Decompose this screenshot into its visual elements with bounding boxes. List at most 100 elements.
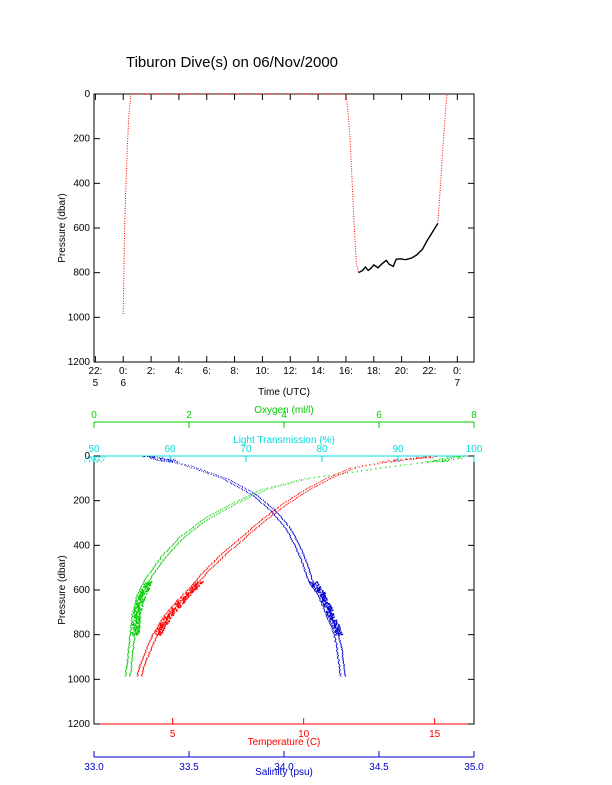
- temperature-point: [238, 539, 239, 540]
- oxygen-point: [192, 526, 194, 528]
- temperature-point: [296, 494, 298, 496]
- salinity-point: [330, 624, 331, 626]
- salinity-point: [276, 517, 277, 518]
- temperature-point: [160, 621, 162, 623]
- salinity-point: [323, 594, 325, 597]
- temperature-point: [285, 501, 287, 503]
- oxygen-point: [174, 546, 176, 548]
- temperature-point: [413, 459, 415, 461]
- temperature-point: [262, 518, 264, 520]
- oxygen-point: [196, 523, 198, 525]
- temperature-point: [155, 629, 157, 631]
- oxygen-point: [139, 608, 142, 611]
- salinity-point: [298, 553, 299, 555]
- oxygen-point: [131, 621, 133, 623]
- temperature-point: [337, 473, 339, 475]
- oxygen-point: [457, 456, 459, 458]
- salinity-point: [168, 459, 170, 461]
- oxygen-point: [157, 567, 158, 569]
- salinity-point: [274, 510, 276, 512]
- salinity-point: [328, 619, 330, 621]
- oxygen-point: [152, 573, 154, 575]
- oxygen-point: [199, 525, 200, 526]
- oxygen-point: [152, 567, 154, 569]
- oxygen-point: [142, 605, 144, 607]
- oxygen-point: [160, 562, 162, 564]
- salinity-point: [277, 517, 278, 519]
- oxygen-point: [129, 634, 131, 636]
- oxygen-point: [130, 673, 131, 674]
- temperature-point: [160, 620, 162, 621]
- salinity-point: [300, 557, 302, 559]
- oxygen-point: [127, 662, 129, 664]
- temperature-point: [145, 651, 147, 653]
- oxygen-point: [133, 636, 135, 638]
- temperature-point: [298, 492, 300, 494]
- temperature-point: [178, 606, 180, 608]
- salinity-point: [341, 647, 343, 649]
- oxygen-point: [137, 630, 139, 632]
- oxygen-point: [140, 608, 143, 610]
- oxygen-point: [189, 529, 191, 530]
- oxygen-point: [443, 460, 445, 462]
- temperature-point: [161, 617, 163, 619]
- salinity-point: [339, 672, 340, 674]
- oxygen-point: [250, 496, 252, 498]
- oxygen-point: [161, 555, 162, 557]
- oxygen-point: [135, 624, 137, 626]
- oxygen-point: [132, 658, 134, 660]
- salinity-point: [312, 585, 314, 587]
- salinity-point: [292, 531, 294, 533]
- salinity-point: [303, 565, 304, 567]
- salinity-point: [278, 520, 280, 522]
- temperature-point: [214, 563, 216, 565]
- salinity-point: [337, 652, 339, 654]
- temperature-point: [199, 575, 201, 577]
- temperature-point: [155, 633, 157, 635]
- oxygen-point: [421, 462, 423, 464]
- salinity-point: [160, 459, 162, 461]
- oxygen-point: [452, 456, 454, 458]
- salinity-point: [293, 533, 295, 534]
- salinity-point: [298, 545, 300, 546]
- oxygen-point: [133, 610, 135, 611]
- oxygen-point: [204, 518, 206, 520]
- salinity-point: [297, 542, 299, 544]
- salinity-point: [266, 502, 268, 504]
- oxygen-point: [272, 487, 274, 489]
- salinity-point: [320, 596, 322, 598]
- temperature-point: [216, 563, 217, 565]
- salinity-point: [340, 642, 342, 644]
- salinity-point: [329, 614, 331, 615]
- oxygen-point: [140, 586, 142, 587]
- temperature-point: [298, 496, 300, 498]
- temperature-point: [141, 672, 143, 674]
- oxygen-point: [131, 614, 133, 615]
- oxygen-point: [182, 538, 184, 540]
- salinity-point: [342, 651, 344, 653]
- temperature-point: [225, 549, 227, 551]
- temperature-point: [218, 561, 219, 563]
- oxygen-point: [195, 525, 197, 526]
- oxygen-point: [133, 627, 136, 629]
- temperature-point: [158, 625, 159, 627]
- salinity-point: [283, 525, 285, 526]
- salinity-point: [318, 594, 319, 596]
- oxygen-point: [133, 608, 135, 609]
- temperature-point: [177, 602, 180, 604]
- temperature-point: [180, 605, 182, 607]
- transmission-point: [101, 457, 103, 459]
- salinity-point: [324, 592, 326, 594]
- temperature-point: [265, 519, 267, 521]
- temperature-point: [252, 531, 254, 532]
- temperature-point: [200, 581, 202, 584]
- oxygen-point: [135, 599, 137, 601]
- oxygen-point: [210, 514, 212, 516]
- temperature-point: [354, 466, 356, 468]
- salinity-point: [334, 630, 337, 633]
- oxygen-point: [245, 498, 247, 500]
- oxygen-point: [441, 460, 443, 462]
- salinity-point: [338, 659, 340, 661]
- oxygen-point: [262, 488, 264, 490]
- oxygen-point: [246, 496, 247, 498]
